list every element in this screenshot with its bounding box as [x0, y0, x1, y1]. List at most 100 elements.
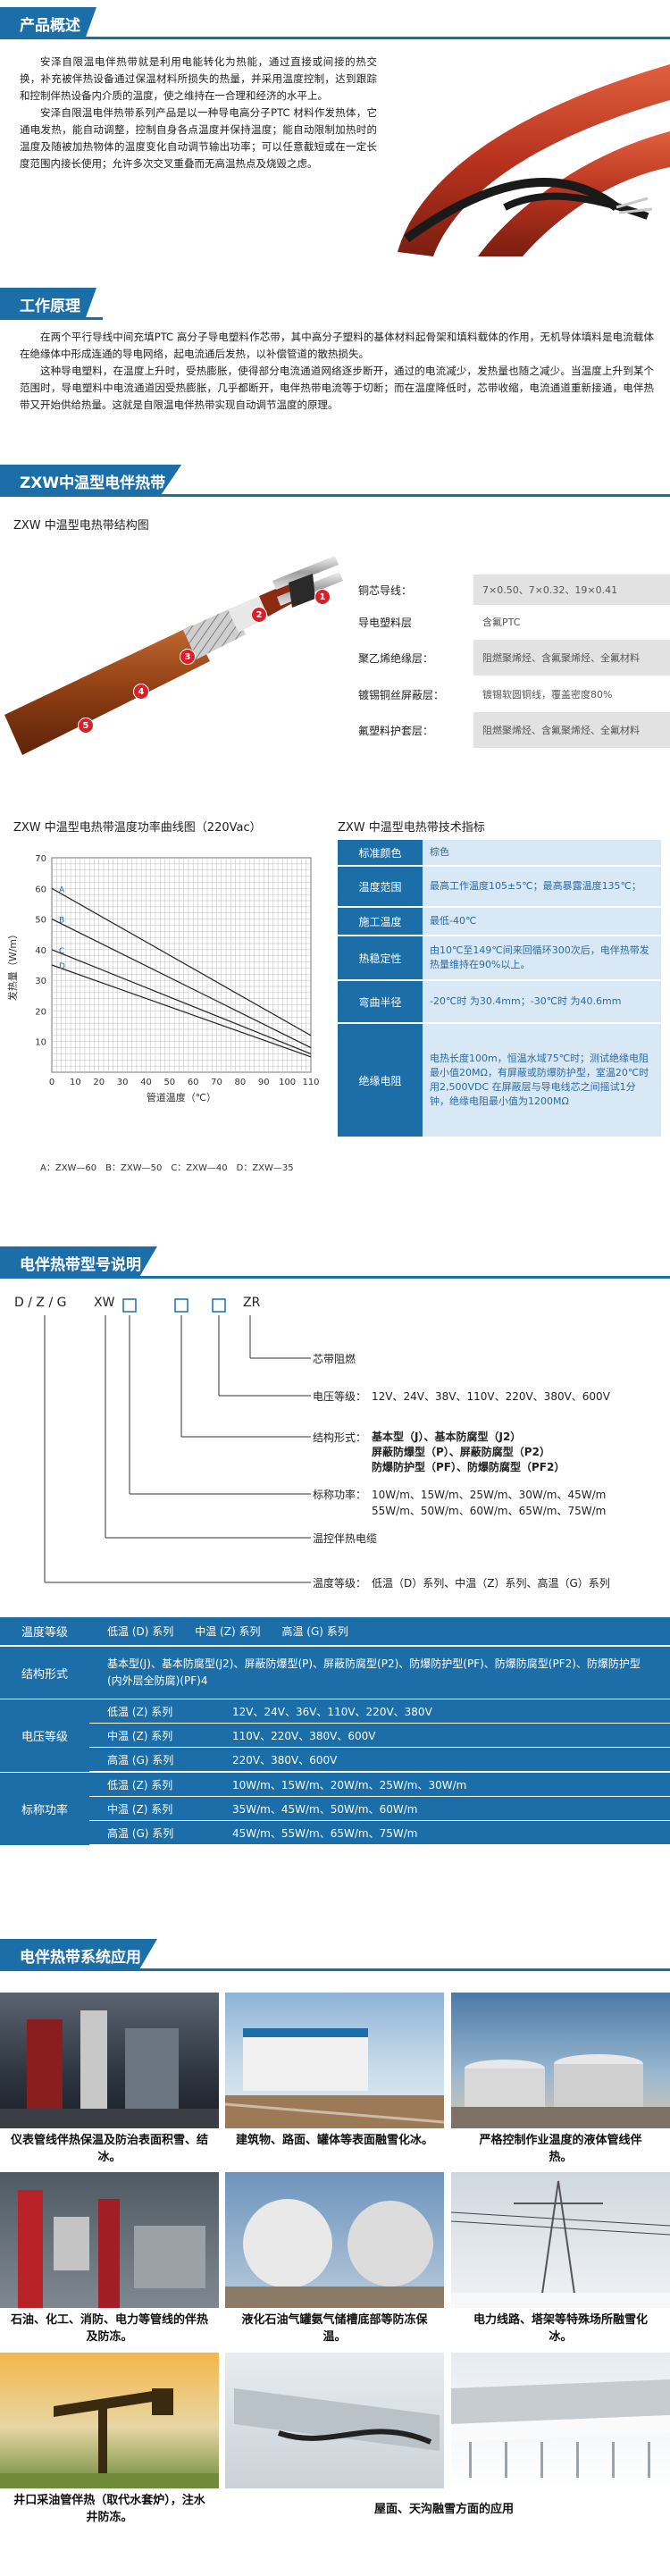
chart-series-line — [51, 919, 312, 1049]
chart-x-tick-label: 110 — [302, 1078, 319, 1087]
model-item-label: 电压等级： — [313, 1390, 367, 1403]
code-part-zr: ZR — [243, 1296, 261, 1310]
power-row: 低温 (Z) 系列 10W/m、15W/m、20W/m、25W/m、30W/m — [89, 1773, 670, 1797]
volt-row: 高温 (G) 系列 220V、380V、600V — [89, 1748, 670, 1772]
model-item-label: 温度等级： — [313, 1577, 367, 1590]
apps-title: 电伴热带系统应用 — [0, 1939, 157, 1971]
apps-header: 电伴热带系统应用 — [0, 1939, 670, 1971]
chart-series-line — [51, 949, 312, 1054]
app-photo-lpg — [225, 2172, 444, 2308]
overview-divider — [0, 37, 670, 39]
overview-paragraph-2: 安泽自限温电伴热带系列产品是以一种导电高分子PTC 材料作发热体，它通电发热，能… — [20, 106, 377, 170]
zxw-title: ZXW中温型电伴热带 — [0, 465, 182, 497]
power-value: 45W/m、55W/m、65W/m、75W/m — [214, 1821, 670, 1844]
volt-key: 中温 (Z) 系列 — [89, 1724, 214, 1747]
app-photo-petrochem — [0, 2172, 219, 2308]
principle-divider — [0, 317, 103, 320]
chart-x-tick-label: 10 — [70, 1078, 81, 1087]
chart-x-tick-label: 60 — [188, 1078, 199, 1087]
structure-key: 氟塑料护套层： — [358, 724, 434, 737]
spec-title: ZXW 中温型电热带技术指标 — [338, 821, 485, 835]
chart-x-tick-label: 30 — [117, 1078, 129, 1087]
model-item-flame: 芯带阻燃 — [313, 1353, 356, 1365]
model-table-row: 标称功率 低温 (Z) 系列 10W/m、15W/m、20W/m、25W/m、30… — [0, 1773, 670, 1846]
chart-series-line — [51, 964, 312, 1058]
chart-x-tick-label: 70 — [211, 1078, 222, 1087]
model-item-cable: 温控伴热电缆 — [313, 1532, 378, 1545]
model-item-text: 基本型（J）、基本防腐型（J2） 屏蔽防爆型（P）、屏蔽防腐型（P2） 防爆防护… — [372, 1431, 565, 1473]
chart-y-tick-label: 10 — [35, 1038, 46, 1048]
spec-value: 最高工作温度105±5℃；最高暴露温度135℃； — [423, 867, 661, 906]
model-item-voltage: 电压等级： 12V、24V、38V、110V、220V、380V、600V — [313, 1389, 610, 1404]
power-row: 高温 (G) 系列 45W/m、55W/m、65W/m、75W/m — [89, 1821, 670, 1845]
chart-title: ZXW 中温型电热带温度功率曲线图（220Vac） — [13, 821, 262, 835]
model-code-diagram — [44, 1298, 311, 1583]
chart-x-tick-label: 100 — [279, 1078, 296, 1087]
chart-y-tick-label: 20 — [35, 1007, 46, 1017]
app-photo-oilwell — [0, 2353, 219, 2488]
principle-paragraph-2: 这种导电塑料，在温度上升时，受热膨胀，使得部分电流通道网络逐步断开，通过的电流减… — [20, 365, 654, 411]
chart-y-tick-label: 50 — [35, 916, 46, 926]
spec-row: 热稳定性 由10℃至149℃间来回循环300次后，电伴热带发热量维持在90%以上。 — [338, 936, 661, 981]
structure-key: 聚乙烯绝缘层： — [358, 651, 434, 665]
chart-y-tick-label: 70 — [35, 854, 46, 864]
spec-value: 棕色 — [423, 840, 661, 865]
chart-legend: A：ZXW—60 B：ZXW—50 C：ZXW—40 D：ZXW—35 — [40, 1163, 294, 1173]
app-caption-roof: 屋面、天沟融雪方面的应用 — [373, 2503, 514, 2516]
spec-table: 标准颜色 棕色 温度范围 最高工作温度105±5℃；最高暴露温度135℃； 施工温度… — [338, 840, 661, 1138]
volt-value: 220V、380V、600V — [214, 1748, 670, 1771]
volt-subtable: 低温 (Z) 系列 12V、24V、36V、110V、220V、380V 中温 (… — [89, 1699, 670, 1772]
power-key: 低温 (Z) 系列 — [89, 1773, 214, 1796]
model-item-text: 12V、24V、38V、110V、220V、380V、600V — [372, 1390, 610, 1403]
chart-x-tick-label: 90 — [258, 1078, 270, 1087]
power-curve-chart: 0 10 20 30 40 50 60 70 80 90 100 110 10 20 30 40 50 60 70 管… — [6, 854, 320, 1103]
model-table-row: 温度等级 低温 (D) 系列 中温 (Z) 系列 高温 (G) 系列 — [0, 1617, 670, 1646]
app-photo-powerline — [451, 2172, 670, 2308]
spec-row: 弯曲半径 -20℃时 为30.4mm；-30℃时 为40.6mm — [338, 981, 661, 1024]
structure-key: 导电塑料层 — [358, 616, 413, 629]
code-part-series: D / Z / G — [14, 1296, 67, 1310]
model-table-key: 电压等级 — [0, 1699, 89, 1772]
app-caption-lpg: 液化石油气罐氨气储槽底部等防冻保温。 — [241, 2313, 428, 2344]
zxw-divider — [0, 494, 670, 497]
power-value: 35W/m、45W/m、50W/m、60W/m — [214, 1797, 670, 1820]
chart-y-axis-label: 发热量（W/m） — [6, 929, 19, 1001]
principle-title: 工作原理 — [0, 288, 96, 320]
volt-key: 高温 (G) 系列 — [89, 1748, 214, 1771]
app-photo-instrument — [0, 1993, 219, 2128]
model-item-label: 结构形式： — [313, 1431, 367, 1444]
spec-row: 施工温度 最低-40℃ — [338, 908, 661, 936]
app-caption-instrument: 仪表管线伴热保温及防治表面积雪、结冰。 — [10, 2134, 208, 2164]
model-table-key: 温度等级 — [0, 1617, 89, 1645]
callout-2: 2 — [251, 607, 267, 623]
model-item-temp: 温度等级： 低温（D）系列、中温（Z）系列、高温（G）系列 — [313, 1575, 610, 1590]
model-table-key: 结构形式 — [0, 1647, 89, 1699]
structure-title: ZXW 中温型电热带结构图 — [13, 519, 149, 533]
structure-row: 氟塑料护套层： 阻燃聚烯烃、含氟聚烯烃、全氟材料 — [353, 712, 670, 748]
app-caption-petrochem: 石油、化工、消防、电力等管线的伴热及防冻。 — [10, 2313, 208, 2344]
app-photo-tanks — [451, 1993, 670, 2128]
model-table-value: 基本型(J)、基本防腐型(J2)、屏蔽防爆型(P)、屏蔽防腐型(P2)、防爆防护… — [89, 1647, 670, 1699]
cable-structure-image: 1 2 3 4 5 — [4, 545, 348, 759]
app-caption-oilwell: 井口采油管伴热（取代水套炉），注水井防冻。 — [13, 2494, 205, 2524]
chart-series-label: B — [59, 917, 64, 926]
power-value: 10W/m、15W/m、20W/m、25W/m、30W/m — [214, 1773, 670, 1796]
volt-row: 中温 (Z) 系列 110V、220V、380V、600V — [89, 1724, 670, 1748]
spec-key: 热稳定性 — [338, 936, 423, 979]
code-part-xw: XW — [94, 1296, 115, 1310]
chart-x-tick-label: 80 — [235, 1078, 247, 1087]
overview-text: 安泽自限温电伴热带就是利用电能转化为热能，通过直接或间接的热交换，补充被伴热设备… — [20, 54, 377, 172]
spec-value: 由10℃至149℃间来回循环300次后，电伴热带发热量维持在90%以上。 — [423, 936, 661, 979]
app-caption-powerline: 电力线路、塔架等特殊场所融雪化冰。 — [473, 2313, 648, 2344]
chart-x-tick-label: 20 — [93, 1078, 105, 1087]
structure-value: 含氟PTC — [482, 616, 521, 628]
callout-5: 5 — [78, 717, 94, 734]
app-caption-tanks: 严格控制作业温度的液体管线伴热。 — [479, 2134, 642, 2164]
structure-key: 镀锡铜丝屏蔽层： — [358, 688, 445, 701]
zxw-header: ZXW中温型电伴热带 — [0, 465, 670, 497]
structure-value: 7×0.50、7×0.32、19×0.41 — [473, 575, 670, 605]
model-table-row: 电压等级 低温 (Z) 系列 12V、24V、36V、110V、220V、380V… — [0, 1699, 670, 1773]
chart-y-tick-label: 30 — [35, 977, 46, 986]
volt-value: 12V、24V、36V、110V、220V、380V — [214, 1699, 670, 1723]
